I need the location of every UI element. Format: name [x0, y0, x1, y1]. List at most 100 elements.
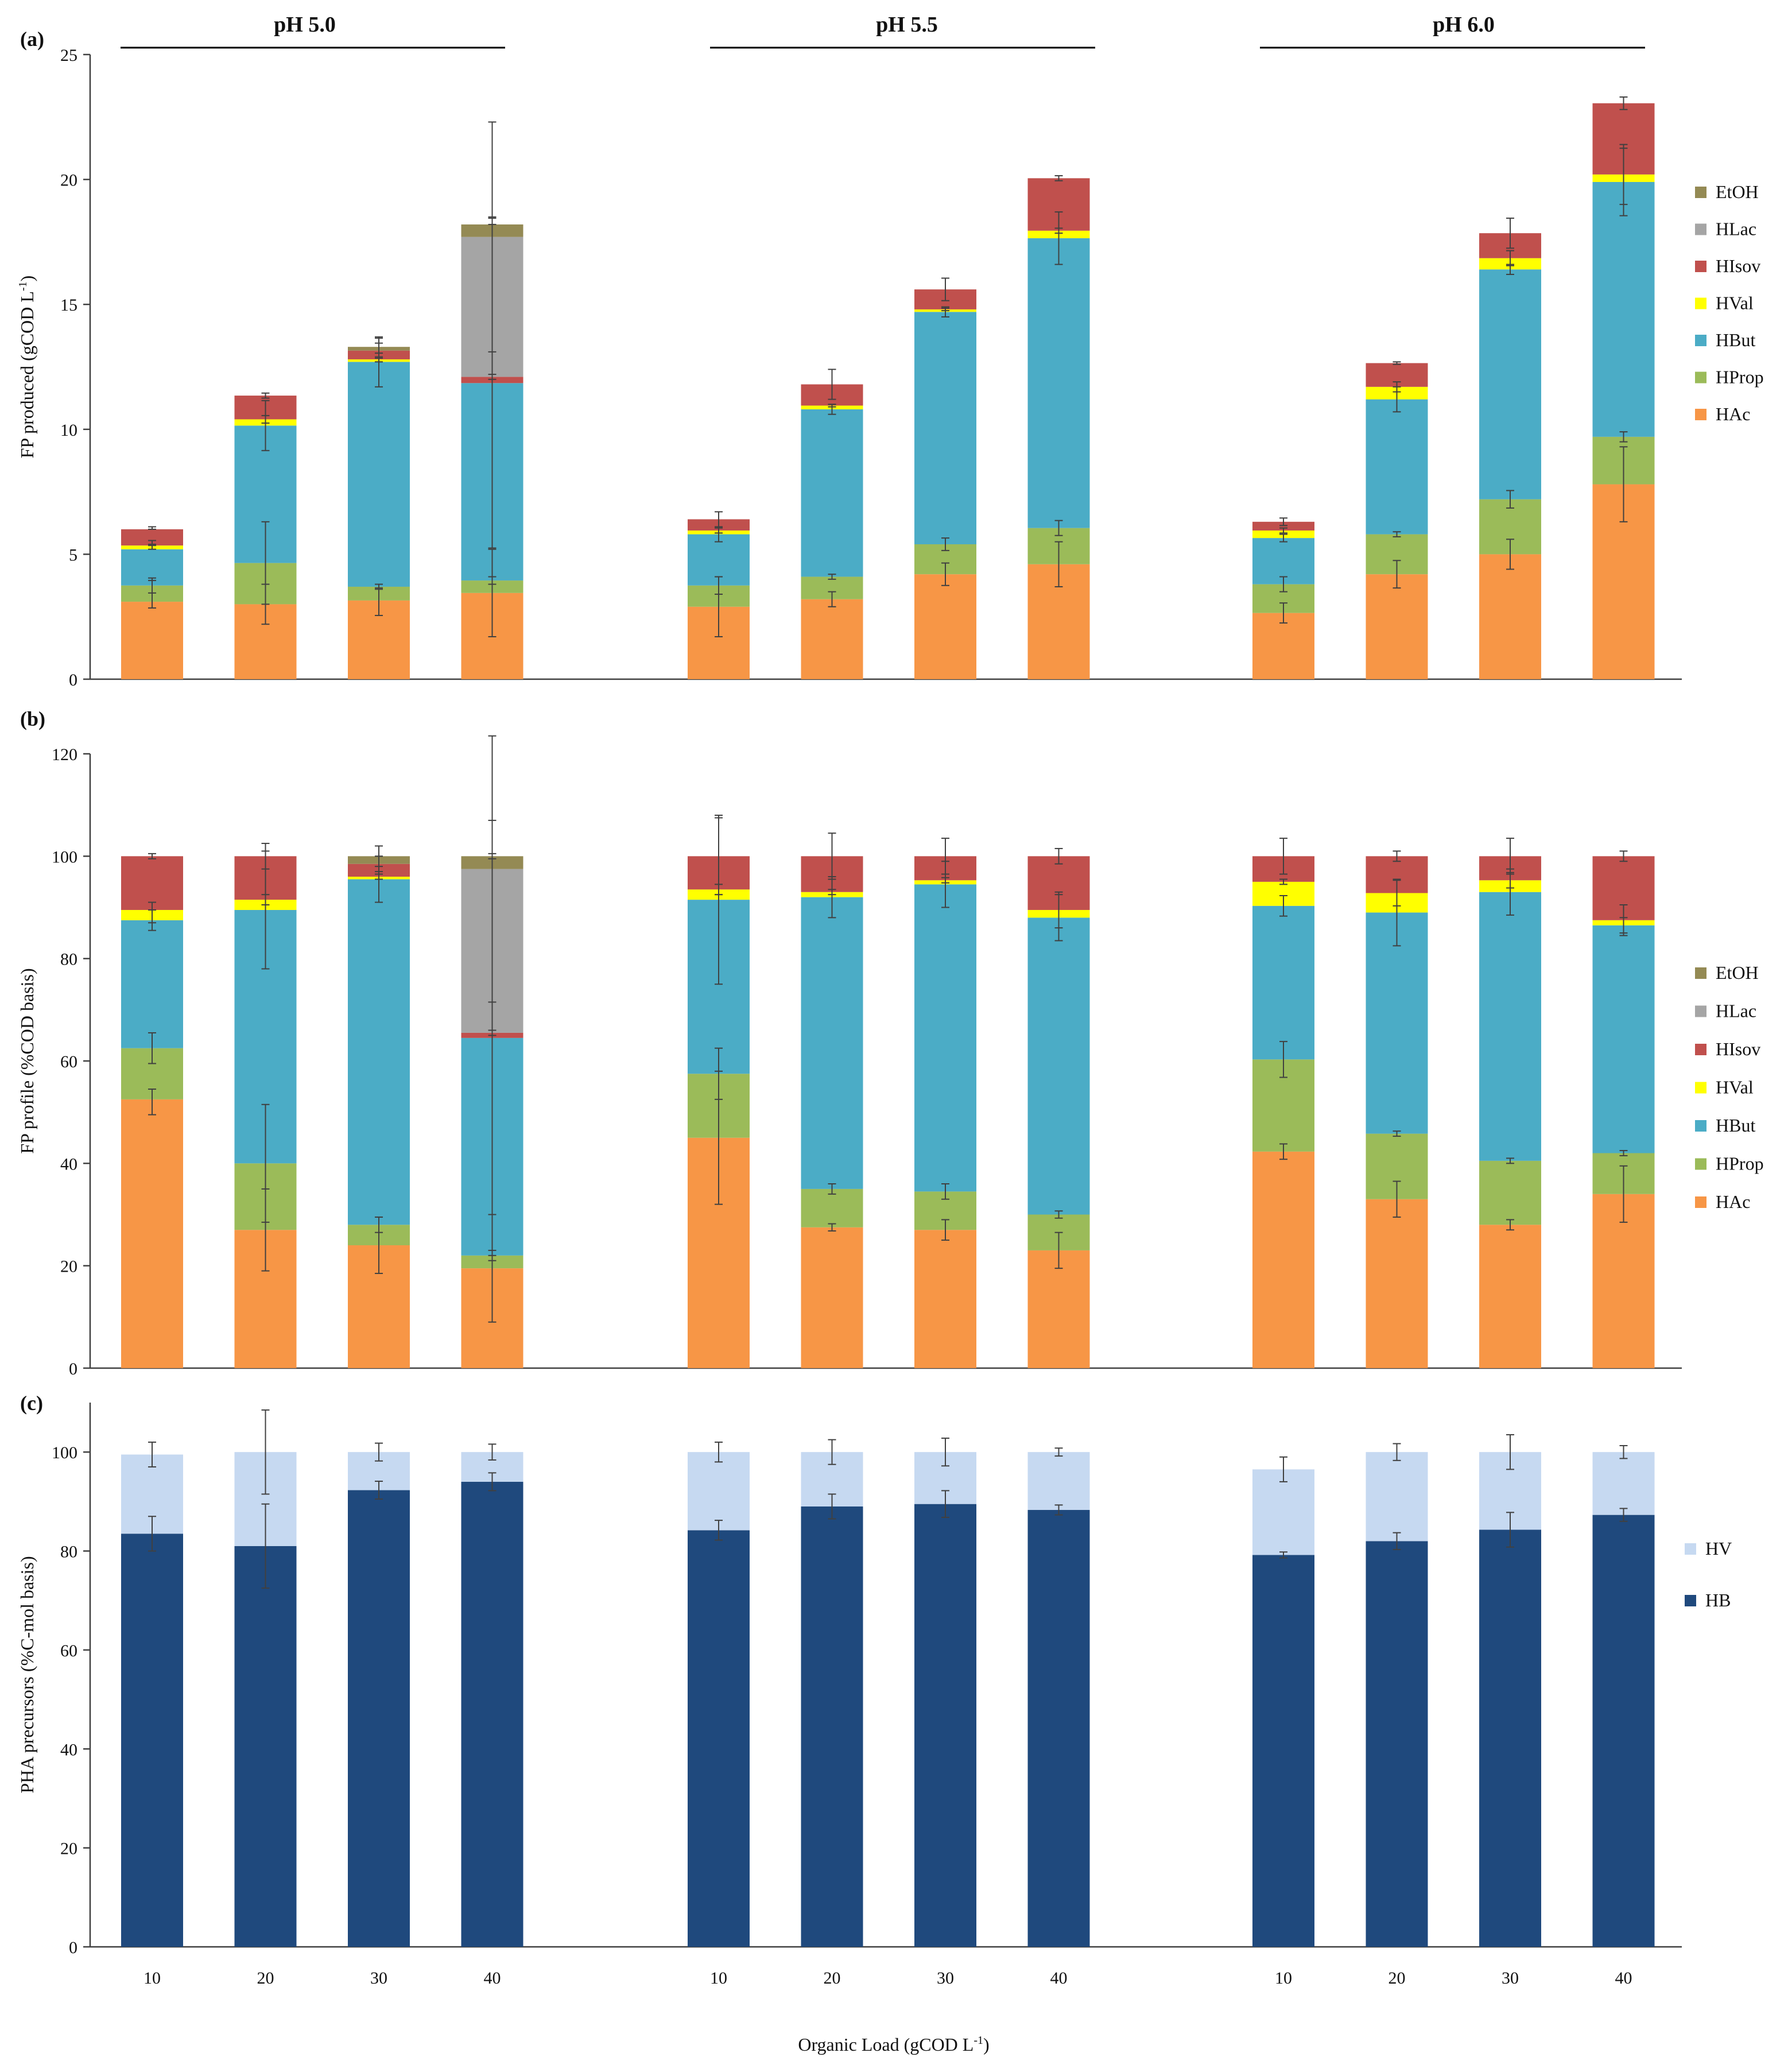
bar-segment-hv	[1027, 1452, 1090, 1511]
legend-swatch-hisov	[1695, 1044, 1706, 1055]
bar-segment-hac	[1252, 613, 1314, 679]
y-tick-label: 15	[60, 296, 77, 315]
x-tick-label: 20	[824, 1969, 841, 1988]
legend-label: HVal	[1716, 293, 1754, 313]
y-axis-label-sup: -1	[17, 281, 29, 291]
legend-label: HAc	[1716, 1191, 1750, 1212]
bar-segment-hb	[348, 1490, 410, 1947]
bar-segment-hac	[914, 574, 976, 679]
y-tick-label: 20	[60, 1257, 77, 1276]
legend-swatch-hval	[1695, 1082, 1706, 1094]
legend-swatch-hbut	[1695, 1120, 1706, 1132]
y-tick-label: 10	[60, 421, 77, 440]
panel-label: (b)	[20, 707, 45, 730]
y-tick-label: 80	[60, 1543, 77, 1562]
bar-segment-hbut	[914, 884, 976, 1192]
bar-segment-hac	[1252, 1151, 1314, 1368]
x-tick-label: 10	[710, 1969, 727, 1988]
x-tick-label: 10	[1275, 1969, 1292, 1988]
legend-swatch-hbut	[1695, 335, 1706, 346]
legend-label: EtOH	[1716, 181, 1759, 202]
y-tick-label: 25	[60, 46, 77, 65]
bar-segment-hac	[914, 1230, 976, 1368]
y-tick-label: 100	[52, 847, 77, 866]
bar-segment-hac	[801, 599, 863, 679]
y-tick-label: 60	[60, 1641, 77, 1660]
bar-segment-hv	[688, 1452, 750, 1531]
y-axis-label-text: FP produced (gCOD L	[17, 291, 37, 458]
bar-segment-hac	[1592, 1194, 1655, 1368]
bar-segment-hbut	[801, 409, 863, 577]
bar-segment-hbut	[914, 312, 976, 544]
legend-swatch-hprop	[1695, 371, 1706, 384]
y-axis-label-end: )	[17, 276, 37, 282]
legend-label: EtOH	[1716, 962, 1759, 983]
bar-segment-hbut	[121, 920, 183, 1048]
bar-segment-hb	[688, 1530, 750, 1947]
legend-label: HVal	[1716, 1077, 1754, 1098]
y-tick-label: 0	[69, 1938, 77, 1957]
legend-swatch-hv	[1685, 1543, 1696, 1555]
bar-segment-hbut	[1592, 181, 1655, 437]
bar-segment-hv	[1252, 1469, 1314, 1555]
bar-segment-hprop	[1479, 1160, 1541, 1225]
legend-label: HLac	[1716, 219, 1756, 239]
bar-segment-hv	[1366, 1452, 1428, 1542]
y-tick-label: 60	[60, 1052, 77, 1071]
y-axis-label-text: PHA precursors (%C-mol basis)	[17, 1556, 37, 1793]
y-tick-label: 0	[69, 671, 77, 690]
x-tick-label: 40	[1050, 1969, 1068, 1988]
bar-segment-hv	[1592, 1452, 1655, 1515]
bar-segment-hbut	[348, 362, 410, 587]
bar-segment-hb	[461, 1481, 523, 1947]
x-tick-label: 40	[1615, 1969, 1632, 1988]
group-header-label: pH 6.0	[1433, 13, 1495, 37]
legend-label: HProp	[1716, 367, 1764, 388]
bar-segment-hac	[1479, 554, 1541, 679]
x-axis-label: Organic Load (gCOD L-1)	[798, 2034, 989, 2055]
y-axis-label: FP produced (gCOD L-1)	[17, 276, 37, 459]
legend-swatch-hlac	[1695, 1005, 1706, 1017]
legend-label: HB	[1705, 1590, 1731, 1610]
legend-label: HLac	[1716, 1001, 1756, 1021]
bar-segment-hisov	[121, 856, 183, 910]
group-header-label: pH 5.5	[876, 13, 938, 37]
bar-segment-hbut	[1252, 905, 1314, 1060]
x-tick-label: 20	[257, 1969, 274, 1988]
group-header-label: pH 5.0	[274, 13, 336, 37]
y-tick-label: 20	[60, 171, 77, 190]
bar-segment-hbut	[801, 897, 863, 1189]
bar-segment-hbut	[348, 879, 410, 1225]
legend-label: HAc	[1716, 404, 1750, 424]
x-axis-label-sup: -1	[973, 2034, 983, 2047]
bar-segment-hb	[801, 1506, 863, 1947]
bar-segment-hb	[1027, 1510, 1090, 1947]
x-tick-label: 30	[937, 1969, 954, 1988]
bar-segment-hisov	[1252, 521, 1314, 531]
y-axis-label: PHA precursors (%C-mol basis)	[17, 1556, 37, 1793]
legend-label: HV	[1705, 1538, 1732, 1559]
bar-segment-hprop	[801, 1188, 863, 1227]
x-tick-label: 30	[370, 1969, 387, 1988]
y-tick-label: 100	[52, 1443, 77, 1462]
x-tick-label: 40	[484, 1969, 501, 1988]
bar-segment-hb	[914, 1504, 976, 1947]
legend-swatch-hlac	[1695, 223, 1706, 235]
x-axis-label-end: )	[983, 2034, 990, 2055]
bar-segment-hac	[1027, 1250, 1090, 1368]
bar-segment-hac	[1366, 574, 1428, 679]
bar-segment-hbut	[1027, 238, 1090, 528]
bar-segment-hb	[121, 1533, 183, 1947]
bar-segment-hbut	[1027, 917, 1090, 1215]
bar-segment-hbut	[1366, 912, 1428, 1134]
legend-swatch-hprop	[1695, 1158, 1706, 1170]
bar-segment-hac	[1366, 1199, 1428, 1368]
legend-swatch-hval	[1695, 297, 1706, 309]
bar-segment-hb	[234, 1546, 297, 1947]
x-tick-label: 10	[143, 1969, 161, 1988]
legend-label: HIsov	[1716, 1039, 1760, 1059]
bar-segment-hac	[1479, 1225, 1541, 1368]
bar-segment-hb	[1479, 1529, 1541, 1947]
y-tick-label: 120	[52, 745, 77, 764]
